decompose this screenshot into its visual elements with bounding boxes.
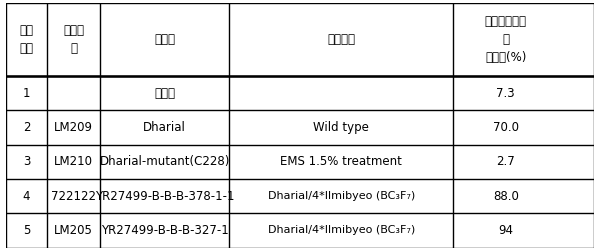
Text: 2.7: 2.7 (496, 155, 515, 168)
Text: EMS 1.5% treatment: EMS 1.5% treatment (280, 155, 402, 168)
Text: Dharial-mutant(C228): Dharial-mutant(C228) (100, 155, 230, 168)
Text: 3: 3 (23, 155, 30, 168)
Text: 94: 94 (499, 224, 513, 237)
Text: Dharial: Dharial (143, 121, 186, 134)
Text: LM210: LM210 (54, 155, 93, 168)
Text: YR27499-B-B-B-327-1: YR27499-B-B-B-327-1 (101, 224, 229, 237)
Text: 일련
번호: 일련 번호 (20, 24, 34, 55)
Text: Dharial/4*Ilmibyeo (BC₃F₇): Dharial/4*Ilmibyeo (BC₃F₇) (268, 191, 415, 201)
Text: 88.0: 88.0 (493, 190, 519, 202)
Text: Dharial/4*Ilmibyeo (BC₃F₇): Dharial/4*Ilmibyeo (BC₃F₇) (268, 225, 415, 235)
Text: 종자퇴화처리
후
발아력(%): 종자퇴화처리 후 발아력(%) (485, 15, 527, 64)
Text: 일미벼: 일미벼 (154, 87, 175, 100)
Text: 2: 2 (23, 121, 31, 134)
Text: 7.3: 7.3 (496, 87, 515, 100)
Text: LM209: LM209 (54, 121, 93, 134)
Text: 5: 5 (23, 224, 30, 237)
Text: 4: 4 (23, 190, 31, 202)
Text: Wild type: Wild type (313, 121, 369, 134)
Text: 722122: 722122 (51, 190, 96, 202)
Text: 교배조합: 교배조합 (327, 33, 355, 46)
Text: 계통명: 계통명 (154, 33, 175, 46)
Text: 70.0: 70.0 (493, 121, 519, 134)
Text: LM205: LM205 (54, 224, 93, 237)
Text: YR27499-B-B-B-378-1-1: YR27499-B-B-B-378-1-1 (95, 190, 235, 202)
Text: 1: 1 (23, 87, 31, 100)
Text: 시험번
호: 시험번 호 (63, 24, 84, 55)
